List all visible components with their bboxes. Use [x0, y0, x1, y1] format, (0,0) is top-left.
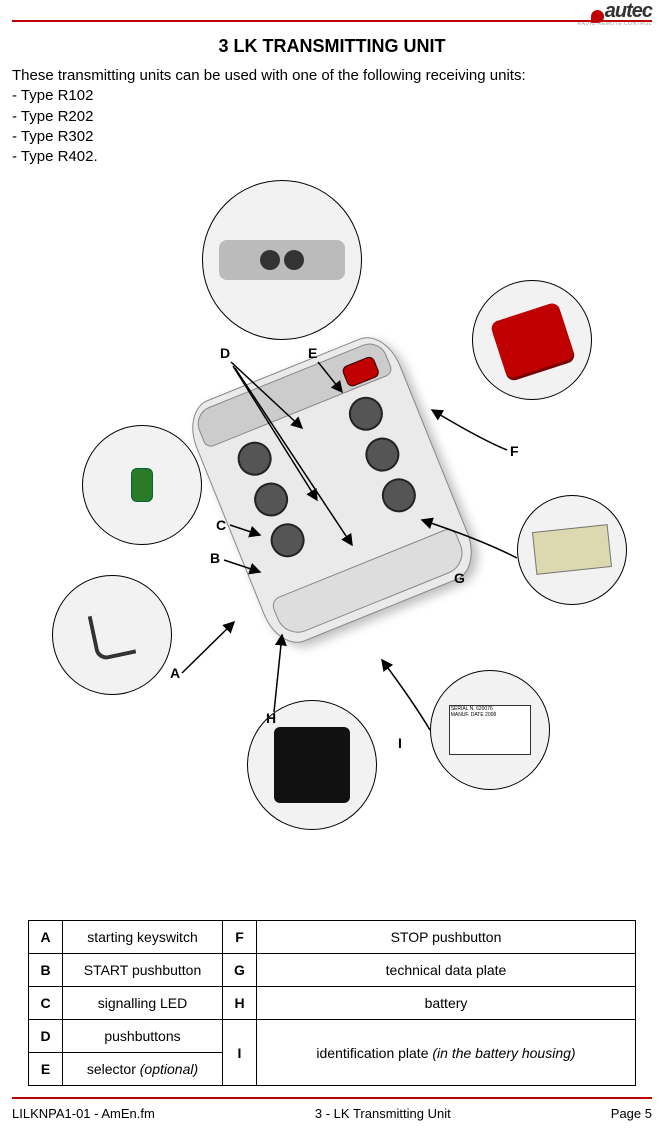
legend-desc: battery [257, 987, 636, 1020]
brand-logo: autec RADIO REMOTE CONTROL [578, 0, 652, 27]
legend-desc: pushbuttons [63, 1020, 223, 1053]
legend-table: A starting keyswitch F STOP pushbutton B… [28, 920, 636, 1086]
label-d: D [220, 345, 230, 361]
legend-desc: identification plate (in the battery hou… [257, 1020, 636, 1086]
table-row: B START pushbutton G technical data plat… [29, 954, 636, 987]
callout-circle-a [52, 575, 172, 695]
pushbutton [344, 392, 388, 436]
legend-key: I [223, 1020, 257, 1086]
footer-rule [12, 1097, 652, 1099]
intro-lead: These transmitting units can be used wit… [12, 66, 652, 86]
header-rule [12, 20, 652, 22]
sketch-hook [88, 608, 137, 661]
footer-center: 3 - LK Transmitting Unit [315, 1106, 451, 1121]
intro-item: - Type R102 [12, 86, 652, 106]
sketch-plate [532, 525, 612, 576]
legend-key: A [29, 921, 63, 954]
legend-desc: selector (optional) [63, 1053, 223, 1086]
legend-desc: START pushbutton [63, 954, 223, 987]
label-g: G [454, 570, 465, 586]
sketch-stop [489, 301, 575, 379]
legend-key: F [223, 921, 257, 954]
sketch-battery [274, 727, 351, 804]
table-row: D pushbuttons I identification plate (in… [29, 1020, 636, 1053]
intro-item: - Type R402. [12, 147, 652, 167]
label-a: A [170, 665, 180, 681]
label-i: I [398, 735, 402, 751]
label-h: H [266, 710, 276, 726]
sketch-id-plate: SERIAL N. 620076 MANUF. DATE 2008 [449, 705, 532, 755]
table-row: C signalling LED H battery [29, 987, 636, 1020]
callout-circle-f [472, 280, 592, 400]
sketch-green [131, 468, 153, 502]
callout-circle-bc [82, 425, 202, 545]
legend-desc: STOP pushbutton [257, 921, 636, 954]
sketch-led [219, 240, 345, 280]
callout-circle-g [517, 495, 627, 605]
intro-block: These transmitting units can be used wit… [12, 66, 652, 167]
footer-right: Page 5 [611, 1106, 652, 1121]
callout-circle-i: SERIAL N. 620076 MANUF. DATE 2008 [430, 670, 550, 790]
footer-left: LILKNPA1-01 - AmEn.fm [12, 1106, 155, 1121]
legend-key: D [29, 1020, 63, 1053]
intro-item: - Type R202 [12, 107, 652, 127]
label-c: C [216, 517, 226, 533]
legend-desc: starting keyswitch [63, 921, 223, 954]
pushbutton [233, 437, 277, 481]
legend-desc: signalling LED [63, 987, 223, 1020]
pushbutton [377, 473, 421, 517]
legend-key: E [29, 1053, 63, 1086]
intro-item: - Type R302 [12, 127, 652, 147]
pushbutton [249, 477, 293, 521]
diagram: SERIAL N. 620076 MANUF. DATE 2008 A B C … [12, 190, 652, 810]
transmitter-body [181, 328, 482, 651]
table-row: A starting keyswitch F STOP pushbutton [29, 921, 636, 954]
id-plate-line: MANUF. DATE 2008 [451, 713, 530, 719]
legend-desc: technical data plate [257, 954, 636, 987]
callout-circle-d [202, 180, 362, 340]
label-e: E [308, 345, 317, 361]
stop-button-shape [341, 355, 381, 388]
pushbutton [360, 432, 404, 476]
page: autec RADIO REMOTE CONTROL 3 LK TRANSMIT… [0, 0, 664, 1133]
legend-key: H [223, 987, 257, 1020]
legend-key: C [29, 987, 63, 1020]
page-title: 3 LK TRANSMITTING UNIT [0, 36, 664, 57]
legend-key: G [223, 954, 257, 987]
legend-key: B [29, 954, 63, 987]
label-b: B [210, 550, 220, 566]
footer: LILKNPA1-01 - AmEn.fm 3 - LK Transmittin… [12, 1106, 652, 1121]
label-f: F [510, 443, 519, 459]
pushbutton [265, 518, 309, 562]
